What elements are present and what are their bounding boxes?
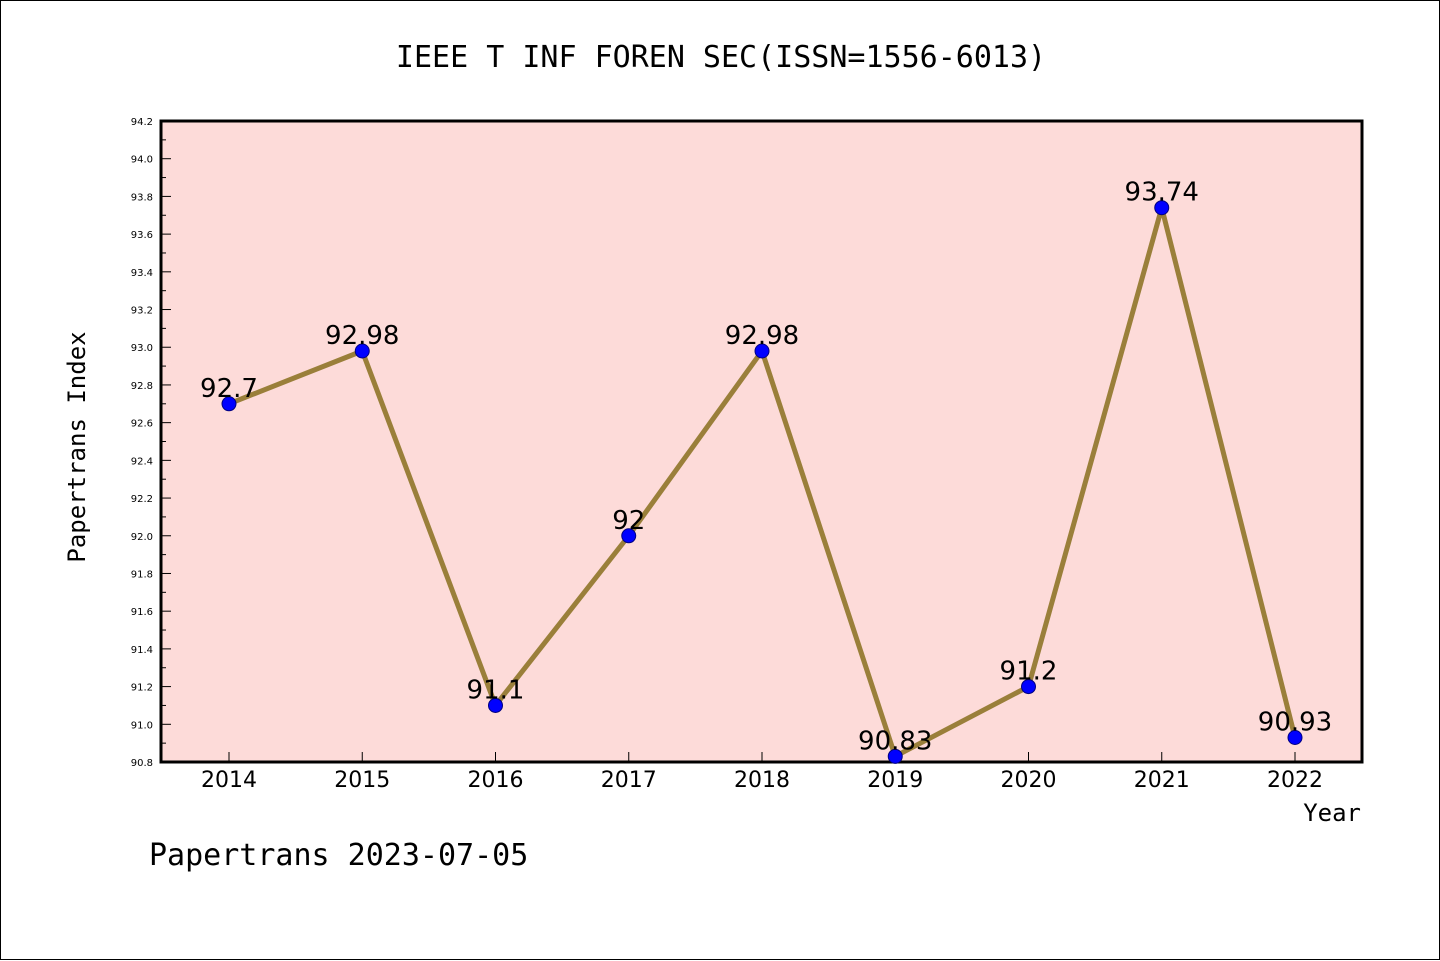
y-tick-label: 93.8 bbox=[131, 192, 153, 203]
data-point bbox=[1021, 679, 1036, 695]
y-axis-label: Papertrans Index bbox=[63, 331, 91, 562]
y-tick-label: 90.8 bbox=[131, 758, 153, 769]
y-tick-label: 92.6 bbox=[131, 419, 153, 430]
y-tick-label: 92.0 bbox=[131, 532, 153, 543]
x-axis: 2014 2015 2016 2017 2018 2019 2020 2021 2022 bbox=[201, 752, 1323, 793]
data-label: 92 bbox=[612, 506, 645, 536]
data-label-group: 92.7 92.98 91.1 92 92.98 90.83 91.2 93.74 90.93 bbox=[200, 178, 1332, 757]
data-point bbox=[887, 748, 903, 764]
y-tick-label: 94.2 bbox=[131, 117, 153, 128]
x-tick-label: 2022 bbox=[1267, 768, 1323, 793]
x-axis-label: Year bbox=[1303, 799, 1361, 827]
y-tick-label: 92.4 bbox=[131, 456, 153, 467]
data-point bbox=[221, 396, 237, 412]
data-point bbox=[754, 343, 770, 359]
y-tick-label: 91.6 bbox=[131, 607, 153, 618]
data-point bbox=[1154, 200, 1170, 216]
y-tick-label: 93.6 bbox=[131, 230, 153, 241]
data-label: 90.83 bbox=[858, 726, 932, 756]
x-tick-label: 2021 bbox=[1134, 768, 1190, 793]
data-point bbox=[1287, 729, 1303, 745]
x-tick-label: 2014 bbox=[201, 768, 257, 793]
y-tick-label: 91.2 bbox=[131, 683, 153, 694]
data-label: 91.2 bbox=[1000, 657, 1058, 687]
data-label: 92.7 bbox=[200, 374, 258, 404]
footer-text: Papertrans 2023-07-05 bbox=[149, 838, 528, 873]
x-tick-label: 2019 bbox=[867, 768, 923, 793]
data-point bbox=[621, 528, 637, 544]
y-tick-label: 91.8 bbox=[131, 569, 153, 580]
y-tick-label: 91.0 bbox=[131, 720, 153, 731]
y-tick-label: 94.0 bbox=[131, 155, 153, 166]
data-label: 92.98 bbox=[725, 321, 799, 351]
y-tick-label: 92.8 bbox=[131, 381, 153, 392]
x-tick-label: 2020 bbox=[1001, 768, 1057, 793]
data-label: 93.74 bbox=[1125, 178, 1199, 208]
x-tick-label: 2016 bbox=[468, 768, 524, 793]
x-tick-label: 2015 bbox=[334, 768, 390, 793]
y-axis: 90.8 91.0 91.2 91.4 91.6 91.8 92.0 92.2 92.4 92.6… bbox=[131, 117, 171, 769]
series-group bbox=[221, 200, 1303, 764]
y-tick-label: 91.4 bbox=[131, 645, 153, 656]
y-tick-label: 92.2 bbox=[131, 494, 153, 505]
x-tick-label: 2017 bbox=[601, 768, 657, 793]
data-point bbox=[354, 343, 370, 359]
y-tick-label: 93.4 bbox=[131, 268, 153, 279]
data-label: 92.98 bbox=[325, 321, 399, 351]
data-label: 90.93 bbox=[1258, 707, 1332, 737]
chart-title: IEEE T INF FOREN SEC(ISSN=1556-6013) bbox=[396, 40, 1046, 75]
plot-area bbox=[159, 119, 1364, 764]
y-tick-label: 93.0 bbox=[131, 343, 153, 354]
x-tick-label: 2018 bbox=[734, 768, 790, 793]
y-tick-label: 93.2 bbox=[131, 306, 153, 317]
data-label: 91.1 bbox=[467, 675, 525, 705]
data-point bbox=[488, 697, 503, 713]
